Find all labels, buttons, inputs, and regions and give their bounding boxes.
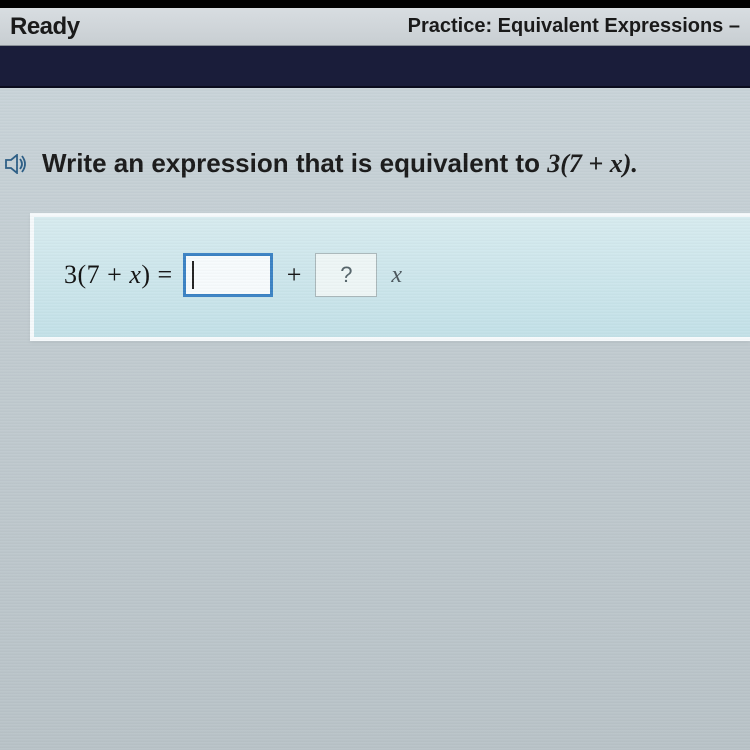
question-prompt: Write an expression that is equivalent t… <box>42 148 638 179</box>
answer-input-1[interactable] <box>183 253 273 297</box>
equation-lhs: 3(7 + x) = <box>64 260 173 290</box>
window-top-border <box>0 0 750 8</box>
answer-card: 3(7 + x) = + ? x <box>30 213 750 341</box>
trailing-variable: x <box>387 262 402 289</box>
speaker-icon[interactable] <box>4 154 28 174</box>
app-header: Ready Practice: Equivalent Expressions – <box>0 8 750 46</box>
prompt-prefix: Write an expression that is equivalent t… <box>42 148 547 178</box>
answer-input-2[interactable]: ? <box>315 253 377 297</box>
brand-label: Ready <box>10 13 80 41</box>
question-prompt-row: Write an expression that is equivalent t… <box>0 148 750 179</box>
nav-strip <box>0 46 750 88</box>
page-title: Practice: Equivalent Expressions – <box>408 15 740 38</box>
content-area: Write an expression that is equivalent t… <box>0 88 750 750</box>
plus-operator: + <box>283 260 306 290</box>
text-cursor <box>192 261 194 289</box>
prompt-expression: 3(7 + x). <box>547 149 638 178</box>
